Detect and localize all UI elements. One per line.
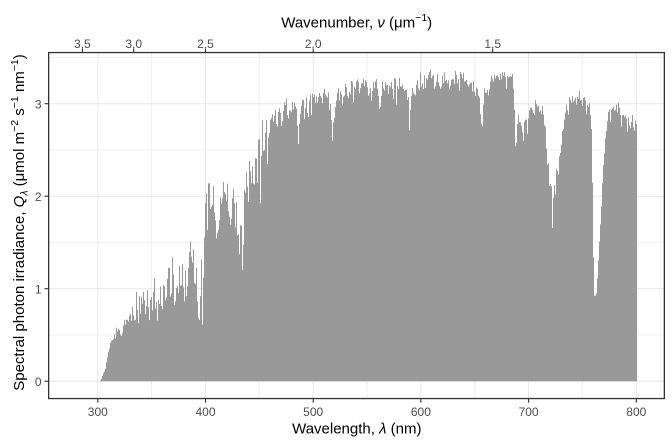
svg-text:800: 800 [626,405,646,419]
svg-text:1.5: 1.5 [484,37,501,51]
svg-text:700: 700 [519,405,539,419]
svg-text:300: 300 [88,405,108,419]
svg-text:500: 500 [303,405,323,419]
svg-text:400: 400 [195,405,215,419]
svg-text:Wavelength, λ (nm): Wavelength, λ (nm) [292,421,421,438]
svg-text:1: 1 [35,282,42,296]
svg-text:3: 3 [35,97,42,111]
svg-text:Wavenumber, ν (μm−1): Wavenumber, ν (μm−1) [281,12,432,31]
svg-text:3.0: 3.0 [125,37,142,51]
svg-text:0: 0 [35,375,42,389]
svg-text:2.5: 2.5 [197,37,214,51]
svg-text:Spectral photon irradiance, Qλ: Spectral photon irradiance, Qλ (μmol m−2… [9,54,31,391]
svg-text:2: 2 [35,190,42,204]
svg-text:600: 600 [411,405,431,419]
svg-text:2.0: 2.0 [305,37,322,51]
svg-text:3.5: 3.5 [74,37,91,51]
